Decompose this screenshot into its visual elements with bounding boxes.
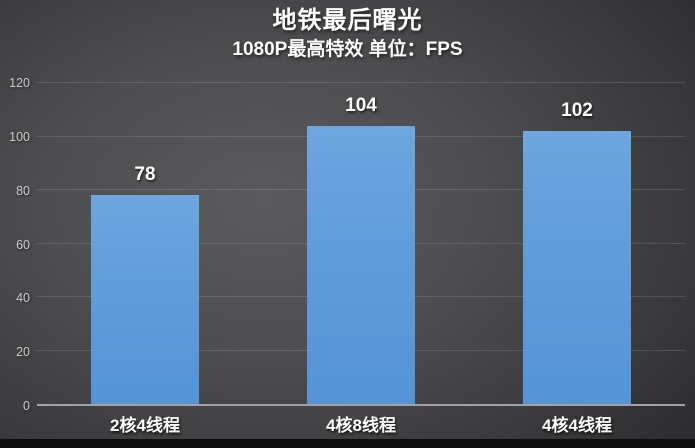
chart-header: 地铁最后曙光 1080P最高特效 单位：FPS bbox=[0, 6, 695, 62]
bar-value-label: 104 bbox=[345, 94, 377, 116]
plot-area: 78 104 102 bbox=[37, 82, 685, 406]
x-axis-label: 4核4线程 bbox=[542, 416, 612, 435]
bar bbox=[307, 125, 415, 404]
y-tick-label: 120 bbox=[9, 76, 30, 90]
y-tick-label: 100 bbox=[9, 129, 30, 144]
bar-group: 104 bbox=[253, 83, 469, 404]
y-axis-tick-labels: 0 20 40 60 80 100 120 bbox=[0, 76, 30, 413]
y-tick-label: 0 bbox=[23, 399, 30, 413]
chart-subtitle: 1080P最高特效 单位：FPS bbox=[232, 39, 463, 60]
y-tick-label: 20 bbox=[16, 345, 30, 360]
chart-title: 地铁最后曙光 bbox=[272, 7, 423, 34]
x-axis-label: 4核8线程 bbox=[326, 416, 396, 435]
x-axis-label: 2核4线程 bbox=[110, 416, 180, 435]
bar bbox=[523, 131, 631, 404]
bars-row: 78 104 102 bbox=[37, 83, 685, 404]
bar-group: 102 bbox=[469, 83, 685, 404]
bar-group: 78 bbox=[37, 83, 253, 404]
y-tick-label: 80 bbox=[16, 183, 30, 198]
y-tick-label: 60 bbox=[16, 237, 30, 252]
bar-value-label: 78 bbox=[134, 164, 156, 186]
y-tick-label: 40 bbox=[16, 291, 30, 306]
bar bbox=[91, 195, 199, 404]
x-axis-labels: 2核4线程 4核8线程 4核4线程 bbox=[37, 409, 685, 438]
bottom-black-strip bbox=[0, 439, 695, 448]
gridline bbox=[37, 82, 685, 83]
bar-value-label: 102 bbox=[561, 100, 593, 122]
